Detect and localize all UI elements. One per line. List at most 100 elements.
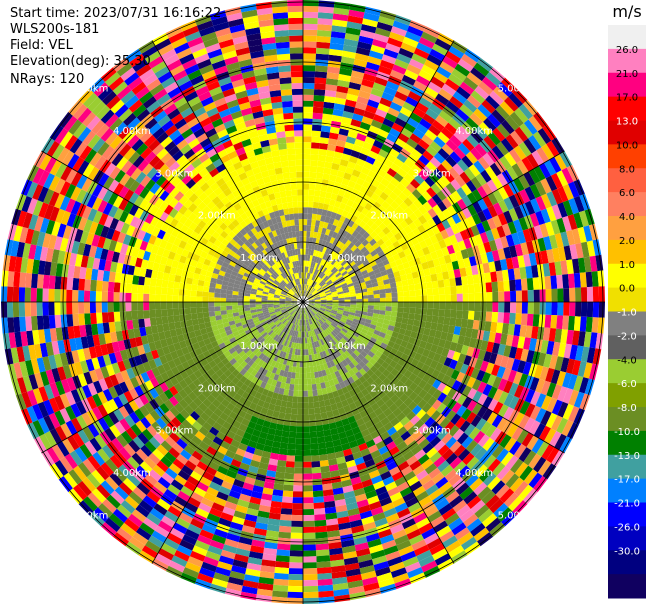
ppi-gate bbox=[330, 120, 342, 129]
ppi-gate bbox=[372, 242, 380, 250]
ppi-gate bbox=[450, 179, 462, 191]
ppi-gate bbox=[312, 274, 317, 281]
ppi-gate bbox=[283, 370, 289, 378]
ppi-gate bbox=[172, 308, 180, 316]
ppi-gate bbox=[366, 227, 375, 235]
ppi-gate bbox=[485, 166, 497, 180]
ppi-gate bbox=[167, 505, 182, 518]
ppi-gate bbox=[544, 314, 552, 328]
ppi-gate bbox=[339, 437, 349, 445]
ppi-gate bbox=[319, 137, 329, 144]
ppi-gate bbox=[462, 452, 475, 466]
ppi-gate bbox=[346, 434, 357, 443]
ppi-gate bbox=[309, 318, 313, 325]
ppi-gate bbox=[333, 270, 340, 276]
ppi-gate bbox=[312, 484, 323, 492]
ppi-gate bbox=[413, 208, 423, 219]
ppi-gate bbox=[354, 313, 361, 318]
ppi-gate bbox=[317, 202, 324, 210]
ppi-gate bbox=[135, 465, 149, 478]
ppi-gate bbox=[524, 200, 536, 215]
ppi-gate bbox=[306, 292, 311, 298]
ppi-gate bbox=[335, 272, 342, 278]
ppi-gate bbox=[321, 477, 332, 485]
ppi-gate bbox=[358, 152, 368, 162]
ppi-gate bbox=[279, 317, 286, 322]
ppi-gate bbox=[364, 458, 376, 468]
ppi-gate bbox=[329, 199, 336, 207]
ppi-gate bbox=[210, 381, 220, 390]
ppi-gate bbox=[315, 340, 320, 348]
ppi-gate bbox=[311, 130, 321, 138]
ppi-gate bbox=[259, 571, 275, 579]
ppi-gate bbox=[336, 170, 346, 179]
ppi-gate bbox=[363, 276, 371, 282]
ppi-gate bbox=[296, 361, 300, 368]
ppi-gate bbox=[149, 387, 159, 399]
ppi-gate bbox=[334, 283, 341, 288]
ppi-gate bbox=[191, 278, 199, 286]
ppi-gate bbox=[259, 499, 272, 507]
ppi-gate bbox=[63, 472, 78, 489]
ppi-gate bbox=[482, 330, 491, 342]
ppi-gate bbox=[211, 364, 221, 373]
ppi-gate bbox=[347, 415, 356, 424]
ppi-gate bbox=[326, 305, 333, 309]
ppi-gate bbox=[379, 293, 386, 298]
ppi-gate bbox=[82, 458, 96, 474]
ppi-gate bbox=[313, 322, 318, 329]
ppi-gate bbox=[325, 84, 338, 92]
ppi-gate bbox=[452, 91, 467, 105]
ppi-gate bbox=[367, 99, 380, 109]
ppi-gate bbox=[217, 465, 229, 476]
ppi-gate bbox=[360, 350, 368, 358]
ppi-gate bbox=[377, 250, 386, 258]
ppi-gate bbox=[597, 317, 605, 334]
ppi-gate bbox=[528, 134, 542, 151]
ppi-gate bbox=[325, 269, 331, 276]
ppi-gate bbox=[242, 482, 254, 491]
ppi-gate bbox=[450, 309, 457, 319]
ppi-gate bbox=[414, 434, 426, 445]
ppi-gate bbox=[398, 250, 406, 259]
ppi-gate bbox=[509, 312, 516, 325]
ppi-gate bbox=[232, 305, 239, 310]
ppi-gate bbox=[231, 516, 245, 526]
ppi-gate bbox=[407, 425, 418, 436]
ppi-gate bbox=[353, 257, 361, 264]
ppi-gate bbox=[447, 387, 457, 399]
ppi-gate bbox=[523, 254, 532, 267]
ppi-gate bbox=[511, 256, 520, 269]
ppi-gate bbox=[268, 458, 278, 466]
ppi-gate bbox=[380, 417, 390, 427]
ppi-gate bbox=[417, 195, 428, 206]
ppi-gate bbox=[403, 369, 413, 379]
ppi-gate bbox=[361, 291, 368, 296]
ppi-gate bbox=[79, 443, 93, 459]
ppi-gate bbox=[304, 325, 307, 332]
ppi-gate bbox=[461, 396, 473, 409]
ppi-gate bbox=[215, 377, 224, 386]
ppi-gate bbox=[491, 311, 499, 323]
ppi-gate bbox=[287, 585, 303, 593]
ppi-gate bbox=[370, 44, 386, 55]
ppi-gate bbox=[280, 317, 287, 323]
ppi-gate bbox=[307, 312, 311, 319]
ppi-gate bbox=[291, 520, 303, 527]
ppi-gate bbox=[30, 287, 37, 302]
ppi-gate bbox=[271, 340, 278, 347]
ppi-gate bbox=[160, 440, 173, 452]
ppi-gate bbox=[478, 468, 493, 483]
ppi-gate bbox=[329, 332, 335, 339]
ppi-gate bbox=[463, 336, 471, 347]
ppi-gate bbox=[386, 205, 396, 214]
ppi-gate bbox=[107, 302, 114, 313]
ppi-gate bbox=[557, 342, 567, 358]
ppi-gate bbox=[307, 213, 313, 220]
ppi-gate bbox=[97, 404, 109, 418]
ppi-gate bbox=[89, 437, 102, 452]
ppi-gate bbox=[491, 444, 505, 459]
ppi-gate bbox=[307, 331, 311, 338]
ppi-gate bbox=[211, 578, 228, 588]
ppi-gate bbox=[332, 219, 340, 227]
